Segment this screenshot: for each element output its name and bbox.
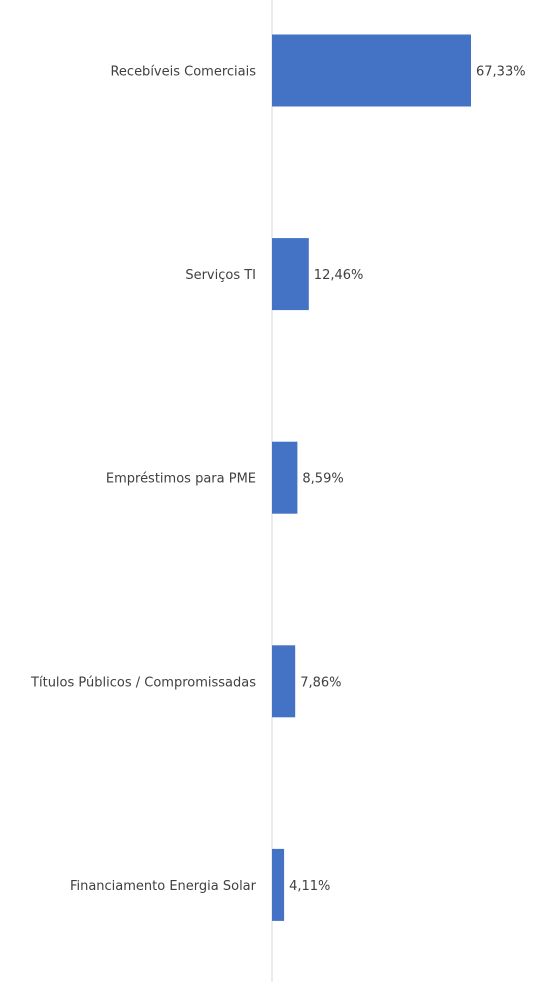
category-label: Títulos Públicos / Compromissadas — [30, 675, 256, 690]
data-label: 67,33% — [476, 65, 526, 80]
category-label: Recebíveis Comerciais — [110, 65, 256, 80]
bar — [272, 238, 309, 311]
bar — [272, 645, 296, 718]
bars-group — [272, 34, 471, 921]
category-label: Financiamento Energia Solar — [70, 879, 257, 894]
data-label: 7,86% — [300, 675, 341, 690]
bar — [272, 441, 298, 514]
category-label: Empréstimos para PME — [106, 472, 256, 487]
data-label: 8,59% — [302, 472, 343, 487]
category-labels-group: Recebíveis Comerciais Serviços TI Emprésti… — [30, 65, 257, 894]
data-label: 12,46% — [314, 268, 364, 283]
category-label: Serviços TI — [185, 268, 256, 283]
data-label: 4,11% — [289, 879, 330, 894]
bar — [272, 848, 285, 921]
data-labels-group: 67,33% 12,46% 8,59% 7,86% 4,11% — [289, 65, 525, 894]
bar — [272, 34, 471, 107]
